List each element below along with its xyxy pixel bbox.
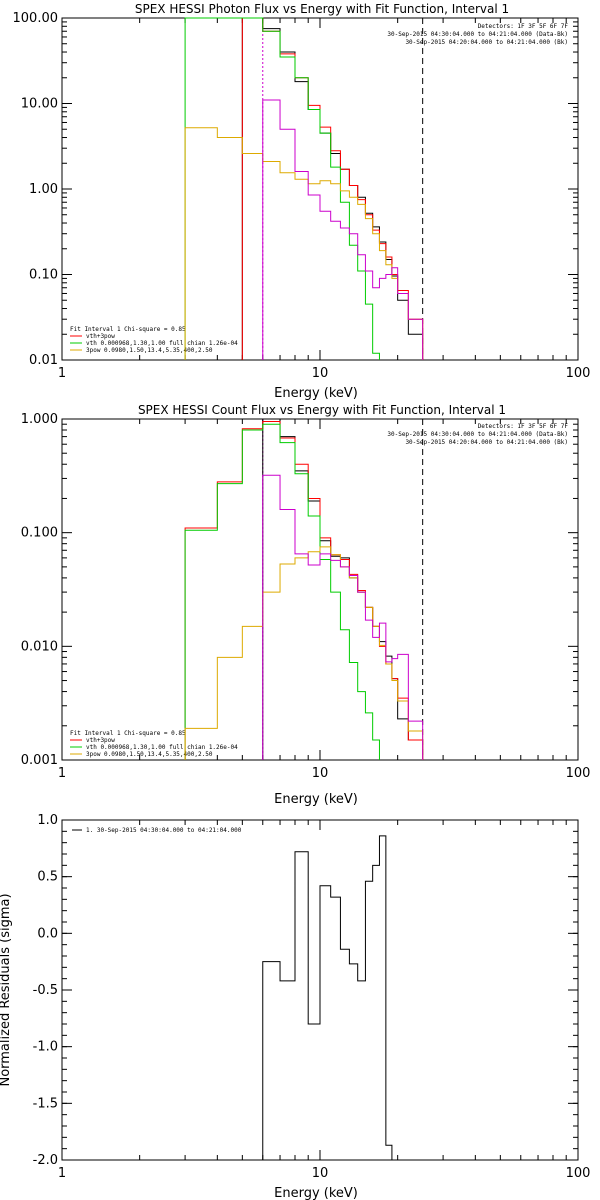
x-tick-label: 1 [58, 1166, 66, 1181]
y-tick-label: 1.00 [29, 182, 58, 197]
x-tick-label: 1 [58, 366, 66, 381]
data-interval-info: 30-Sep-2015 04:30:04.000 to 04:21:04.000… [387, 431, 568, 438]
y-tick-label: -2.0 [33, 1153, 58, 1168]
x-tick-label: 1 [58, 766, 66, 781]
y-tick-label: 1.000 [21, 412, 58, 427]
y-axis-label: Normalized Residuals (sigma) [0, 893, 13, 1086]
series-bk [262, 474, 424, 760]
y-tick-label: 0.010 [21, 639, 58, 654]
y-tick-label: 0.5 [37, 870, 58, 885]
x-tick-label: 100 [566, 1166, 591, 1181]
x-tick-label: 10 [312, 366, 329, 381]
series-3pow [184, 127, 424, 360]
series-bk [262, 99, 424, 360]
x-tick-label: 10 [312, 766, 329, 781]
plot-frame [61, 17, 579, 361]
photon-flux-panel: SPEX HESSI Photon Flux vs Energy with Fi… [13, 2, 591, 401]
series-1-30-sep-2015-04-30-04-000-to-04-21-04-000 [262, 835, 393, 1160]
x-tick-label: 100 [566, 766, 591, 781]
x-axis-label: Energy (keV) [274, 386, 358, 401]
y-tick-label: 100.00 [13, 11, 59, 26]
legend-fit-interval: Fit Interval 1 Chi-square = 0.85 [70, 730, 186, 737]
detector-info: Detectors: 1F 3F 5F 6F 7F [478, 23, 569, 30]
y-tick-label: 0.10 [29, 268, 58, 283]
series-data-bk [241, 17, 424, 360]
data-interval-info: 30-Sep-2015 04:30:04.000 to 04:21:04.000… [387, 31, 568, 38]
legend-vth: vth 0.000968,1.30,1.00 full chian 1.26e-… [86, 744, 238, 751]
legend-residual: 1. 30-Sep-2015 04:30:04.000 to 04:21:04.… [86, 827, 242, 834]
detector-info: Detectors: 1F 3F 5F 6F 7F [478, 423, 569, 430]
y-tick-label: 0.0 [37, 926, 58, 941]
background-interval-info: 30-Sep-2015 04:20:04.000 to 04:21:04.000… [405, 439, 568, 446]
series-vth-3pow [241, 17, 424, 360]
x-tick-label: 10 [312, 1166, 329, 1181]
x-axis-label: Energy (keV) [274, 792, 358, 807]
legend-vth3pow: vth+3pow [86, 333, 115, 340]
count-flux-panel: SPEX HESSI Count Flux vs Energy with Fit… [21, 403, 591, 807]
series-vth [184, 423, 380, 760]
y-tick-label: 10.00 [21, 97, 58, 112]
y-tick-label: 0.01 [29, 353, 58, 368]
series-data-bk [262, 418, 424, 760]
legend-3pow: 3pow 0.0980,1.50,13.4,5.35,400,2.50 [86, 751, 213, 758]
y-tick-label: 1.0 [37, 813, 58, 828]
series-3pow [184, 546, 424, 760]
y-tick-label: -1.0 [33, 1040, 58, 1055]
series-vth-3pow [184, 421, 424, 760]
panel-title: SPEX HESSI Count Flux vs Energy with Fit… [138, 403, 506, 417]
y-tick-label: -1.5 [33, 1096, 58, 1111]
x-tick-label: 100 [566, 366, 591, 381]
legend-vth3pow: vth+3pow [86, 737, 115, 744]
panel-title: SPEX HESSI Photon Flux vs Energy with Fi… [135, 2, 509, 16]
plot-frame [61, 418, 579, 761]
background-interval-info: 30-Sep-2015 04:20:04.000 to 04:21:04.000… [405, 39, 568, 46]
y-tick-label: -0.5 [33, 983, 58, 998]
y-tick-label: 0.001 [21, 753, 58, 768]
y-tick-label: 0.100 [21, 526, 58, 541]
x-axis-label: Energy (keV) [274, 1186, 358, 1200]
residuals-panel: Energy (keV) Normalized Residuals (sigma… [0, 813, 590, 1200]
legend-vth: vth 0.000968,1.30,1.00 full chian 1.26e-… [86, 340, 238, 347]
legend-fit-interval: Fit Interval 1 Chi-square = 0.85 [70, 326, 186, 333]
legend-3pow: 3pow 0.0980,1.50,13.4,5.35,400,2.50 [86, 347, 213, 354]
series-vth [184, 17, 380, 360]
